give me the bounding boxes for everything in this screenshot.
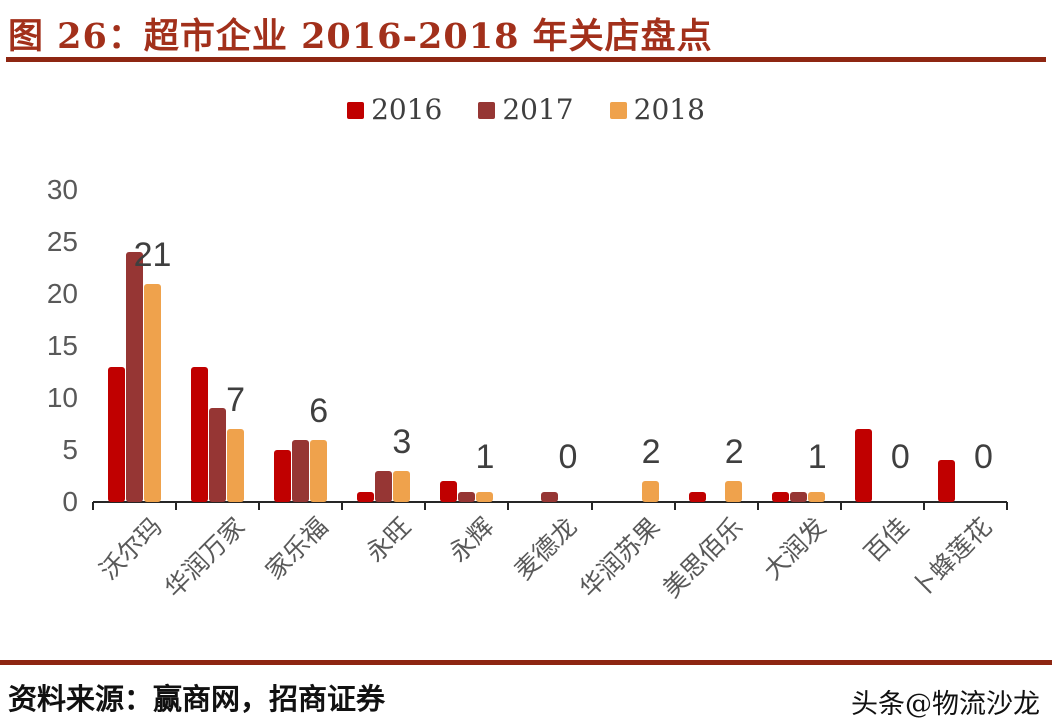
y-axis-label-10: 10 [46, 382, 78, 413]
x-axis-label-4: 永辉 [444, 512, 500, 568]
legend-swatch-2017 [478, 101, 496, 119]
x-axis-tick-0 [92, 502, 94, 510]
legend-label-2017: 2017 [502, 93, 574, 126]
bar-2018-3 [392, 470, 410, 502]
value-label-9: 0 [890, 438, 910, 476]
x-axis-tick-7 [673, 502, 676, 510]
legend-item-2016: 2016 [347, 96, 442, 124]
x-axis-label-3: 永旺 [361, 512, 417, 568]
value-label-4: 1 [475, 438, 495, 476]
x-axis-label-1: 华润万家 [159, 512, 251, 604]
legend-swatch-2016 [347, 101, 365, 119]
value-label-6: 2 [641, 433, 661, 472]
x-axis-label-6: 华润苏果 [574, 512, 666, 604]
x-axis-tick-6 [590, 502, 593, 510]
bar-2016-2 [273, 450, 291, 502]
bar-2018-8 [808, 491, 826, 502]
bar-2017-8 [790, 491, 808, 502]
legend-swatch-2018 [609, 101, 627, 119]
value-label-3: 3 [392, 422, 412, 461]
x-axis-line [93, 501, 1007, 503]
x-axis-tick-8 [756, 502, 759, 510]
chart-legend: 2016 2017 2018 [0, 96, 1052, 124]
legend-item-2018: 2018 [609, 93, 705, 126]
y-axis-label-20: 20 [46, 278, 78, 309]
x-axis-label-2: 家乐福 [260, 512, 334, 586]
y-axis-label-30: 30 [46, 174, 78, 205]
x-axis-tick-4 [424, 502, 427, 510]
bar-2018-4 [475, 491, 493, 502]
bar-2017-0 [125, 252, 143, 502]
bar-2016-3 [356, 491, 374, 502]
x-axis-label-10: 卜蜂莲花 [907, 512, 998, 604]
y-axis-label-15: 15 [46, 330, 78, 361]
bar-2016-10 [938, 460, 956, 502]
source-attribution: 资料来源：赢商网，招商证券 [8, 682, 386, 716]
legend-label-2018: 2018 [633, 93, 705, 126]
x-axis-label-7: 美思佰乐 [658, 512, 749, 604]
x-axis-tick-3 [341, 502, 344, 510]
bar-2016-8 [772, 491, 790, 502]
x-axis-tick-2 [258, 502, 261, 510]
bar-2017-3 [374, 470, 392, 502]
page-title: 图 26：超市企业 2016-2018 年关店盘点 [8, 16, 713, 57]
title-divider [6, 57, 1046, 62]
x-axis-label-8: 大润发 [758, 512, 832, 586]
watermark-toutiao: 头条@物流沙龙 [851, 689, 1040, 720]
x-axis-tick-10 [922, 502, 925, 510]
x-axis-tick-9 [839, 502, 842, 510]
bar-2018-7 [725, 481, 743, 502]
y-axis-label-25: 25 [46, 226, 78, 257]
bar-2018-1 [226, 429, 244, 502]
legend-item-2017: 2017 [478, 93, 574, 126]
bar-2016-7 [689, 491, 707, 502]
value-label-10: 0 [973, 438, 993, 476]
bar-2017-4 [457, 491, 475, 502]
bar-2017-5 [541, 491, 558, 502]
bar-2016-9 [855, 429, 873, 502]
y-axis-label-0: 0 [62, 486, 78, 517]
x-axis-tick-11 [1006, 502, 1008, 510]
bar-2017-2 [291, 439, 309, 502]
bar-2016-1 [190, 366, 208, 502]
x-axis-label-0: 沃尔玛 [94, 512, 167, 586]
value-label-0: 21 [133, 235, 172, 274]
legend-label-2016: 2016 [371, 93, 443, 126]
x-axis-tick-1 [175, 502, 178, 510]
bar-2018-6 [642, 481, 660, 502]
x-axis-label-5: 麦德龙 [509, 512, 583, 586]
bar-2018-2 [309, 439, 327, 502]
x-axis-tick-5 [507, 502, 510, 510]
bar-2016-0 [107, 366, 125, 502]
bar-2016-4 [439, 481, 457, 502]
y-axis-label-5: 5 [62, 434, 78, 465]
value-label-7: 2 [724, 433, 744, 472]
value-label-2: 6 [309, 391, 329, 430]
bar-2017-1 [208, 408, 226, 502]
value-label-8: 1 [807, 438, 827, 476]
footer-divider [0, 660, 1052, 665]
value-label-5: 0 [558, 438, 578, 476]
bar-2018-0 [143, 283, 161, 502]
value-label-1: 7 [226, 381, 246, 420]
x-axis-label-9: 百佳 [859, 512, 915, 568]
